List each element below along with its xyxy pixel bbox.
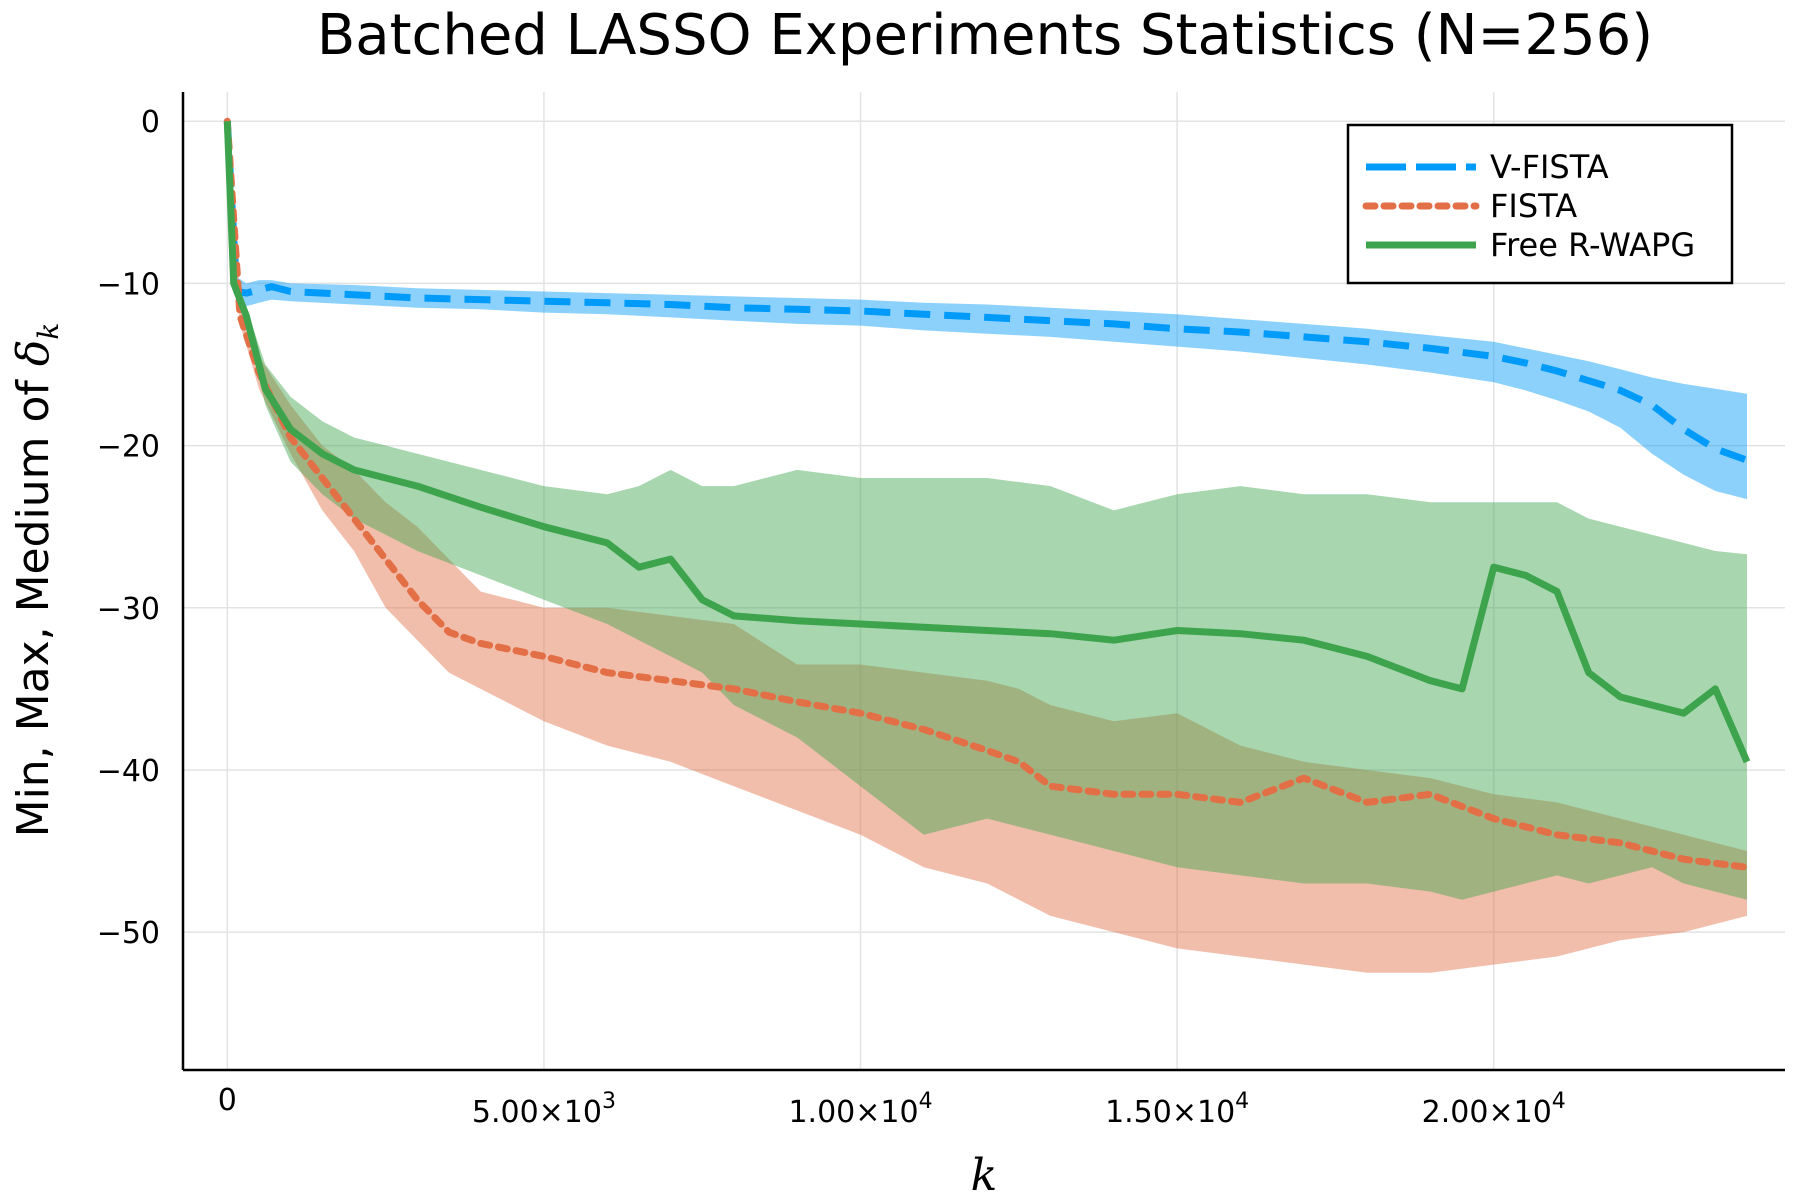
x-tick-exponent: 4 xyxy=(1235,1089,1249,1114)
x-tick-mantissa: 2.00×10 xyxy=(1422,1095,1552,1130)
y-axis-label: Min, Max, Medium of δk xyxy=(8,323,65,838)
x-tick-label: 2.00×104 xyxy=(1422,1089,1566,1130)
chart-title: Batched LASSO Experiments Statistics (N=… xyxy=(317,3,1653,68)
axes xyxy=(181,92,1785,1072)
y-axis-label-subscript: k xyxy=(32,323,65,340)
legend-label: FISTA xyxy=(1490,187,1577,225)
y-tick-label: −40 xyxy=(97,754,160,789)
x-tick-labels: 0 5.00×103 1.00×104 1.50×104 2.00×104 xyxy=(218,1083,1566,1130)
x-tick-label: 5.00×103 xyxy=(472,1089,616,1130)
y-tick-label: −50 xyxy=(97,916,160,951)
y-tick-label: −10 xyxy=(97,267,160,302)
x-tick-exponent: 4 xyxy=(1552,1089,1566,1114)
legend-label: V-FISTA xyxy=(1490,148,1609,186)
legend-label: Free R-WAPG xyxy=(1490,226,1695,264)
y-tick-label: −30 xyxy=(97,592,160,627)
x-tick-mantissa: 1.50×10 xyxy=(1105,1095,1235,1130)
x-tick-exponent: 3 xyxy=(602,1089,616,1114)
band-fista xyxy=(227,121,1747,973)
x-tick-label: 1.00×104 xyxy=(788,1089,932,1130)
x-tick-mantissa: 5.00×10 xyxy=(472,1095,602,1130)
line-free-r-wapg xyxy=(223,121,1751,764)
y-tick-labels: 0 −10 −20 −30 −40 −50 xyxy=(97,105,160,951)
y-axis-label-prefix: Min, Max, Medium of xyxy=(8,366,59,837)
band-layer xyxy=(227,121,1747,973)
x-tick-exponent: 4 xyxy=(919,1089,933,1114)
y-axis-label-symbol: δ xyxy=(8,340,59,367)
line-fista xyxy=(223,117,1751,871)
x-tick-label: 1.50×104 xyxy=(1105,1089,1249,1130)
x-tick-mantissa: 1.00×10 xyxy=(788,1095,918,1130)
x-tick-mantissa: 0 xyxy=(218,1083,237,1118)
x-tick-label: 0 xyxy=(218,1083,237,1118)
y-tick-label: −20 xyxy=(97,430,160,465)
band-free-r-wapg xyxy=(227,121,1747,900)
y-tick-label: 0 xyxy=(141,105,160,140)
line-v-fista xyxy=(223,121,1749,464)
band-v-fista xyxy=(227,121,1747,500)
line-layer xyxy=(223,117,1751,871)
x-axis-label: k xyxy=(971,1150,998,1200)
